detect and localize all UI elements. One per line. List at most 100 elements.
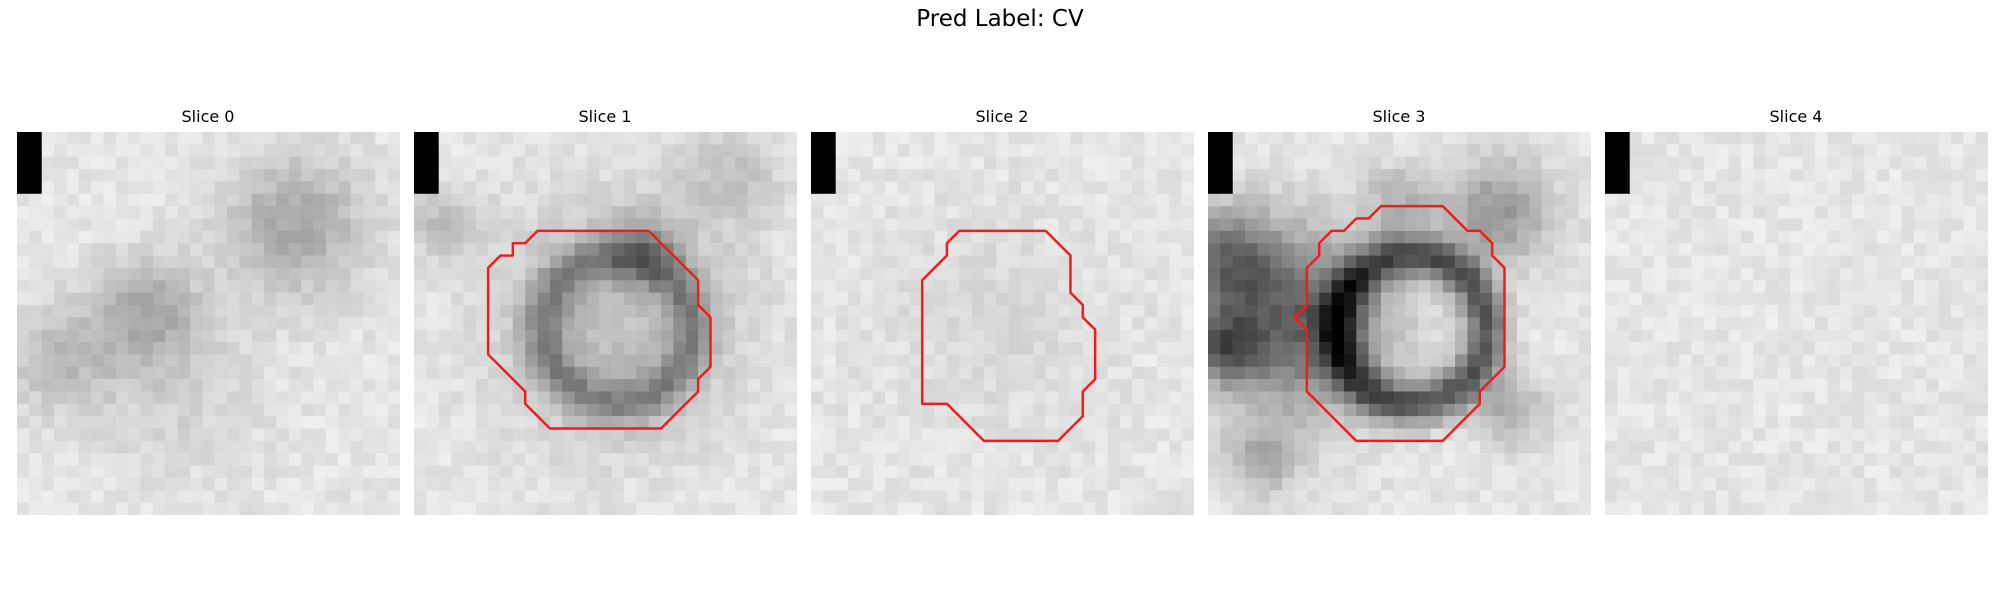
pixel [884,477,898,491]
pixel [1331,206,1344,219]
pixel [734,490,748,503]
pixel [41,267,54,281]
pixel [958,304,972,318]
pixel [1318,206,1332,219]
pixel [648,144,661,157]
pixel [1392,329,1406,343]
pixel [1281,440,1295,454]
pixel [1107,304,1120,318]
pixel [1392,502,1406,515]
pixel [921,317,935,330]
pixel [450,416,464,429]
pixel [1454,477,1468,491]
pixel [65,366,79,380]
pixel [1950,230,1964,244]
pixel [374,366,388,380]
pixel [1814,453,1828,466]
pixel [574,379,587,392]
pixel [1131,193,1145,207]
pixel [28,465,42,479]
pixel [1368,490,1381,503]
pixel [598,354,612,367]
pixel [1466,465,1480,479]
pixel [1504,490,1517,503]
pixel [28,440,42,454]
pixel [549,342,563,355]
pixel [1728,144,1741,157]
pixel [350,465,363,479]
pixel [300,132,314,145]
pixel [1057,391,1071,405]
pixel [1913,169,1926,182]
pixel [648,366,661,380]
pixel [90,206,104,219]
pixel [537,243,550,256]
pixel [1293,453,1307,466]
pixel [909,206,922,219]
pixel [1269,243,1282,256]
pixel [934,465,947,479]
pixel [214,243,227,256]
pixel [1008,465,1021,479]
pixel [300,366,314,380]
pixel [1975,477,1988,491]
pixel [487,490,501,503]
pixel [1454,366,1468,380]
pixel [1045,477,1058,491]
pixel [1219,403,1233,417]
pixel [1740,490,1754,503]
pixel [1814,465,1828,479]
pixel [784,132,797,145]
pixel [413,329,427,343]
pixel [1715,243,1729,256]
pixel [1604,230,1618,244]
pixel [1950,440,1964,454]
pixel [635,280,649,293]
pixel [90,379,104,392]
pixel [1107,169,1120,182]
pixel [275,317,289,330]
pixel [1119,144,1132,157]
pixel [847,292,861,306]
pixel [1553,317,1567,330]
pixel [759,428,773,442]
pixel [313,206,326,219]
pixel [1144,218,1157,232]
pixel [884,255,898,269]
pixel [263,132,277,145]
pixel [300,453,314,466]
pixel [263,243,277,256]
pixel [325,156,338,170]
pixel [1256,280,1270,293]
pixel [1331,391,1344,405]
pixel [598,292,612,306]
pixel [300,354,314,367]
pixel [995,317,1009,330]
pixel [462,267,476,281]
pixel [450,342,464,355]
pixel [275,477,289,491]
pixel [1269,206,1282,219]
pixel [164,502,178,515]
pixel [1765,181,1778,195]
pixel [1616,379,1630,392]
pixel [425,267,439,281]
pixel [1504,267,1517,281]
pixel [152,230,166,244]
pixel [1528,230,1542,244]
pixel [574,465,587,479]
pixel [1355,403,1369,417]
pixel [1069,490,1083,503]
pixel [1938,193,1951,207]
pixel [549,416,563,429]
pixel [648,453,661,466]
pixel [1306,502,1319,515]
pixel [722,156,735,170]
pixel [152,502,166,515]
pixel [140,255,153,269]
pixel [275,243,289,256]
pixel [1144,193,1157,207]
pixel [1826,255,1840,269]
pixel [1491,304,1505,318]
pixel [1765,230,1778,244]
